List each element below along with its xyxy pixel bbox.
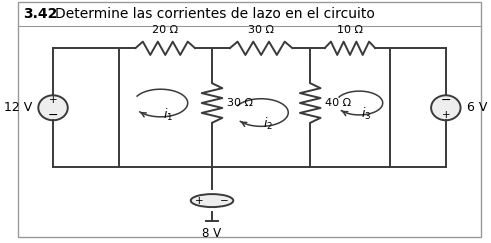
Ellipse shape (191, 194, 233, 207)
Text: −: − (48, 109, 58, 122)
Text: 12 V: 12 V (4, 101, 32, 114)
Text: 6 V: 6 V (467, 101, 487, 114)
Text: Determine las corrientes de lazo en el circuito: Determine las corrientes de lazo en el c… (55, 7, 375, 21)
Text: +: + (49, 95, 57, 105)
Text: 8 V: 8 V (202, 227, 221, 240)
Ellipse shape (431, 95, 461, 120)
Text: 20 Ω: 20 Ω (152, 25, 178, 35)
Text: 3.42: 3.42 (23, 7, 57, 21)
Text: 40 Ω: 40 Ω (325, 98, 352, 108)
Text: 30 Ω: 30 Ω (227, 98, 253, 108)
Text: −: − (440, 94, 451, 107)
Ellipse shape (38, 95, 68, 120)
Text: 30 Ω: 30 Ω (248, 25, 274, 35)
Text: −: − (220, 196, 229, 206)
Text: $i_2$: $i_2$ (264, 116, 273, 132)
Text: 10 Ω: 10 Ω (337, 25, 363, 35)
Text: +: + (441, 110, 450, 120)
Text: $i_3$: $i_3$ (361, 106, 371, 122)
Text: +: + (195, 196, 204, 206)
Text: $i_1$: $i_1$ (163, 107, 173, 123)
